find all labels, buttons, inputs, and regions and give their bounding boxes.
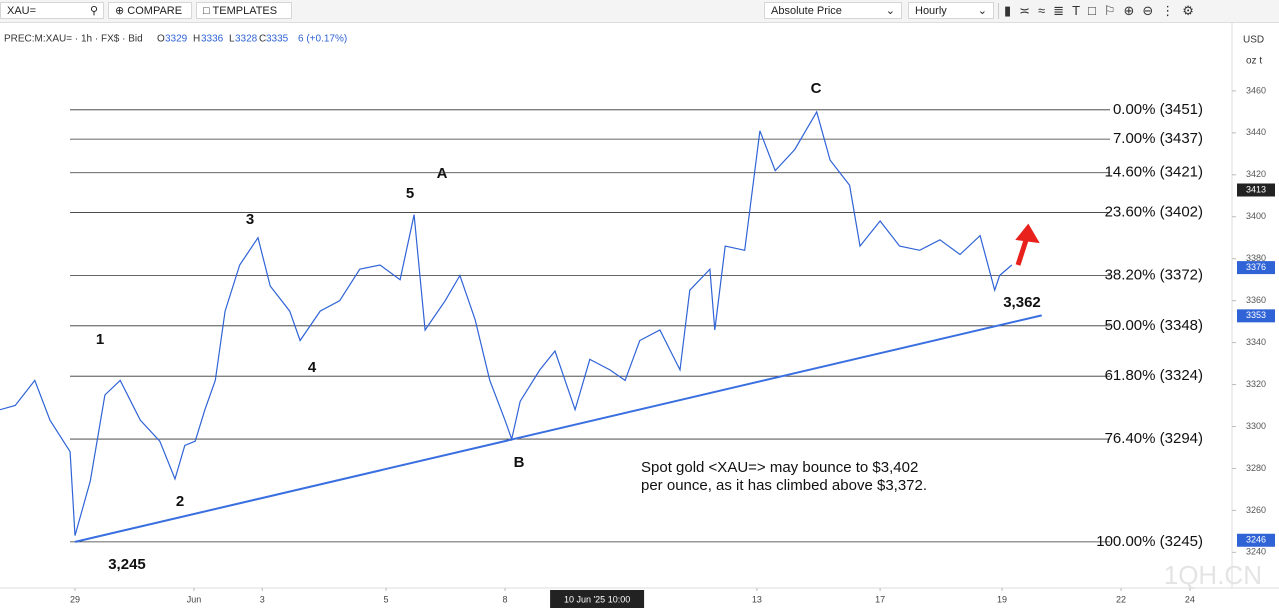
x-tick-label: Jun [187, 594, 202, 604]
dropdown-caret: ⌄ [885, 5, 895, 17]
wave-label: 5 [406, 185, 414, 202]
wave-label: 3,362 [1003, 294, 1041, 311]
price-badge-label: 3246 [1246, 535, 1266, 545]
wave-label: A [437, 165, 448, 182]
legend-ohlc: O 3329 H 3336 L 3328 C 3335 6 (+0.17%) [157, 34, 347, 45]
note-line: per ounce, as it has climbed above $3,37… [641, 477, 927, 494]
fib-label: 50.00% (3348) [1105, 317, 1203, 334]
x-tick-label: 22 [1116, 594, 1126, 604]
unit-label[interactable]: oz t [1246, 56, 1262, 67]
y-tick-label: 3340 [1246, 337, 1266, 347]
trendline [74, 314, 1042, 543]
price-badge-label: 3353 [1246, 310, 1266, 320]
fib-label: 7.00% (3437) [1113, 130, 1203, 147]
y-tick-label: 3400 [1246, 211, 1266, 221]
watermark: 1QH.CN [1164, 560, 1262, 590]
interval-label: Hourly [915, 5, 947, 17]
y-tick-label: 3280 [1246, 463, 1266, 473]
fib-label: 100.00% (3245) [1096, 533, 1203, 550]
fib-label: 0.00% (3451) [1113, 101, 1203, 118]
search-icon: ⚲ [89, 5, 98, 17]
price-badge [1237, 183, 1275, 197]
price-badge-label: 3413 [1246, 184, 1266, 194]
price-mode-label: Absolute Price [771, 5, 842, 17]
tool-icons[interactable]: ▮≍≈≣T□⚐⊕⊖⋮⚙ [1004, 3, 1202, 18]
price-badge [1237, 533, 1275, 547]
compare-label: COMPARE [127, 5, 183, 17]
up-arrow [1015, 223, 1040, 266]
x-tick-label: 8 [502, 594, 507, 604]
fib-label: 76.40% (3294) [1105, 430, 1203, 447]
x-tick-label: 3 [260, 594, 265, 604]
templates-label: TEMPLATES [212, 5, 278, 17]
chart: PREC:M:XAU= · 1h · FX$ · Bid O 3329 H 33… [0, 22, 1279, 608]
legend-value: 3329 [165, 34, 188, 45]
x-tick-label: 24 [1185, 594, 1195, 604]
x-tick-label: 29 [70, 594, 80, 604]
legend-key: L [229, 34, 235, 45]
legend-key: O [157, 34, 165, 45]
y-tick-label: 3420 [1246, 169, 1266, 179]
x-tick-label: 19 [997, 594, 1007, 604]
note-line: Spot gold <XAU=> may bounce to $3,402 [641, 459, 918, 476]
price-badge-label: 3376 [1246, 262, 1266, 272]
y-tick-label: 3380 [1246, 253, 1266, 263]
y-tick-label: 3440 [1246, 127, 1266, 137]
fib-label: 23.60% (3402) [1105, 204, 1203, 221]
separator [998, 3, 999, 19]
search-box[interactable]: XAU= ⚲ [0, 2, 104, 19]
compare-button[interactable]: ⊕ COMPARE [108, 2, 192, 19]
price-mode-select[interactable]: Absolute Price ⌄ [764, 2, 902, 19]
toolbar: XAU= ⚲ ⊕ COMPARE □ TEMPLATES Absolute Pri… [0, 0, 1279, 23]
wave-label: 2 [176, 493, 184, 510]
fib-label: 38.20% (3372) [1105, 266, 1203, 283]
templates-button[interactable]: □ TEMPLATES [196, 2, 292, 19]
y-tick-label: 3360 [1246, 295, 1266, 305]
price-line [0, 110, 1013, 536]
y-tick-label: 3260 [1246, 505, 1266, 515]
legend-symbol: PREC:M:XAU= · 1h · FX$ · Bid [4, 34, 143, 45]
wave-label: C [811, 80, 822, 97]
crosshair-label: 10 Jun '25 10:00 [564, 594, 630, 604]
wave-labels: 1 2 3 4 5 A B C 3,245 3,362 [96, 80, 1041, 573]
wave-label: 3,245 [108, 556, 146, 573]
y-tick-label: 3240 [1246, 547, 1266, 557]
y-tick-label: 3300 [1246, 421, 1266, 431]
x-tick-label: 13 [752, 594, 762, 604]
legend-key: H [193, 34, 200, 45]
search-text: XAU= [7, 5, 37, 17]
wave-label: 4 [308, 359, 317, 376]
wave-label: 1 [96, 331, 104, 348]
currency-label[interactable]: USD [1243, 35, 1264, 46]
legend-value: 3328 [235, 34, 258, 45]
wave-label: 3 [246, 211, 254, 228]
interval-select[interactable]: Hourly ⌄ [908, 2, 994, 19]
legend-key: C [259, 34, 266, 45]
fib-label: 14.60% (3421) [1105, 164, 1203, 181]
x-tick-label: 5 [384, 594, 389, 604]
fib-label: 61.80% (3324) [1105, 367, 1203, 384]
price-badge [1237, 309, 1275, 323]
legend-value: 3335 [266, 34, 289, 45]
price-badge [1237, 261, 1275, 275]
x-tick-label: 17 [875, 594, 885, 604]
legend-value: 3336 [201, 34, 224, 45]
crosshair-badge [550, 590, 645, 608]
y-tick-label: 3320 [1246, 379, 1266, 389]
legend-change: 6 (+0.17%) [298, 34, 347, 45]
dropdown-caret: ⌄ [977, 5, 987, 17]
wave-label: B [514, 454, 525, 471]
y-tick-label: 3460 [1246, 85, 1266, 95]
